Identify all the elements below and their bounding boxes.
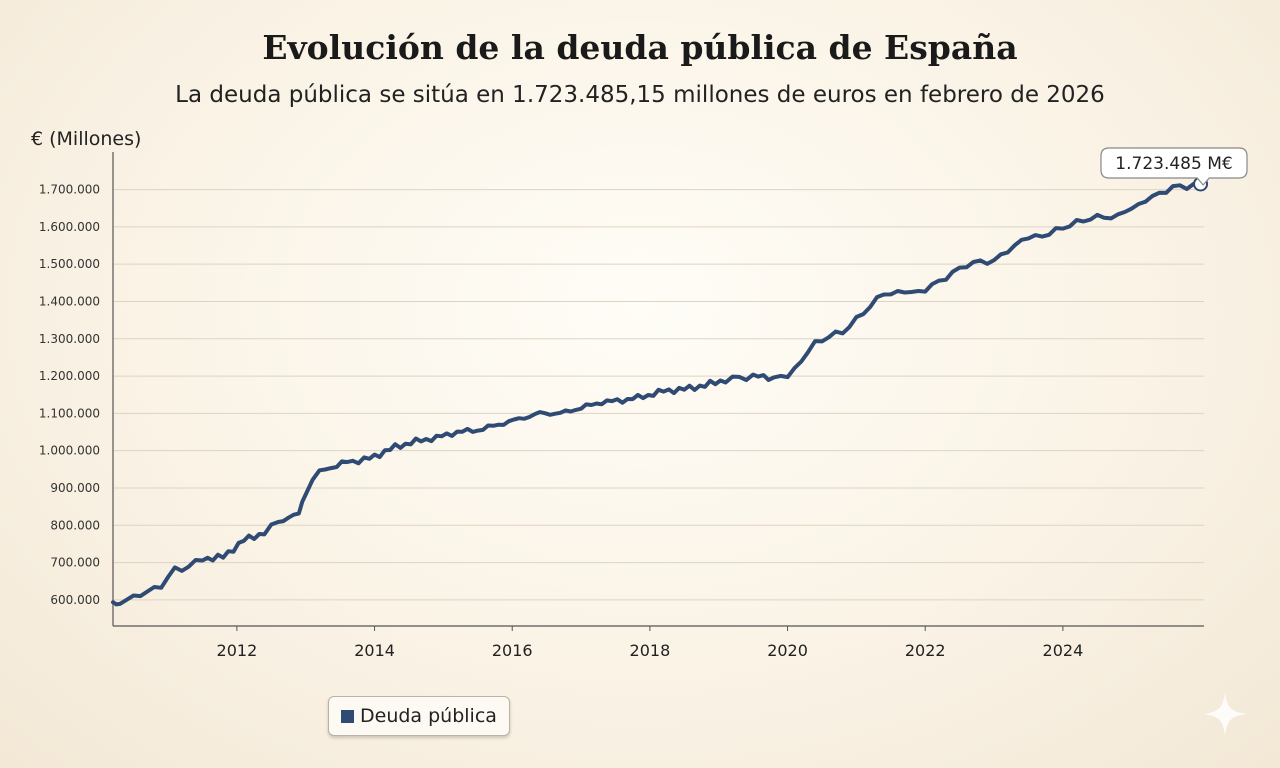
y-tick-label: 700.000 [50,556,100,570]
y-axis-ticks: 600.000 700.000 800.000 900.000 1.000.000 1.1… [39,183,100,607]
x-tick-label: 2014 [354,641,395,660]
y-tick-label: 1.300.000 [39,332,100,346]
y-tick-label: 800.000 [50,518,100,532]
y-tick-label: 600.000 [50,593,100,607]
y-tick-label: 1.400.000 [39,294,100,308]
x-axis-ticks: 2012 2014 2016 2018 2020 2022 2024 [217,626,1084,660]
y-tick-label: 900.000 [50,481,100,495]
callout-box [1100,147,1248,186]
series-line-deuda-publica [111,181,1203,607]
legend-label: Deuda pública [360,705,497,727]
chart-title: Evolución de la deuda pública de España [262,28,1018,67]
last-value-callout: 1.723.485 M€ [1100,147,1248,192]
callout-label: 1.723.485 M€ [1115,154,1232,174]
legend-swatch [341,709,354,723]
x-tick-label: 2022 [905,641,946,660]
x-tick-label: 2016 [492,641,533,660]
y-tick-label: 1.700.000 [39,183,100,197]
x-tick-label: 2020 [767,641,808,660]
y-tick-label: 1.100.000 [39,406,100,420]
chart-subtitle: La deuda pública se sitúa en 1.723.485,1… [175,82,1105,108]
y-axis-label: € (Millones) [31,128,142,150]
grid-lines [113,189,1204,601]
x-tick-label: 2024 [1043,641,1084,660]
y-tick-label: 1.000.000 [39,444,100,458]
legend[interactable]: Deuda pública [328,696,510,736]
y-tick-label: 1.500.000 [39,257,100,271]
sparkle-icon [1203,692,1247,736]
y-tick-label: 1.200.000 [39,369,100,383]
y-tick-label: 1.600.000 [39,220,100,234]
x-tick-label: 2018 [630,641,671,660]
x-tick-label: 2012 [217,641,258,660]
